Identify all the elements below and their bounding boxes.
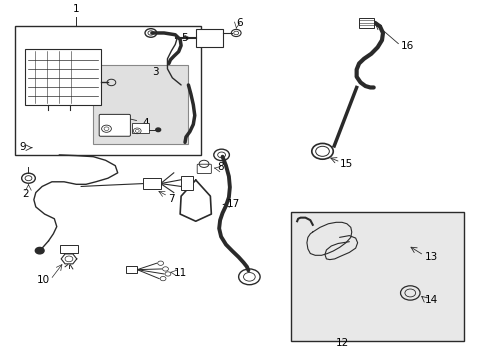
Bar: [181, 176, 193, 190]
Text: 13: 13: [424, 252, 437, 262]
Text: 7: 7: [167, 194, 174, 204]
Bar: [60, 245, 78, 253]
Bar: [358, 18, 373, 28]
Text: 4: 4: [119, 115, 148, 128]
Text: 11: 11: [173, 268, 187, 278]
Bar: [25, 49, 101, 105]
Bar: [125, 266, 137, 273]
Text: 15: 15: [339, 159, 352, 169]
Bar: [195, 29, 222, 47]
FancyBboxPatch shape: [99, 114, 130, 136]
Bar: [290, 212, 463, 341]
Text: 16: 16: [400, 41, 413, 50]
Bar: [132, 123, 149, 134]
Text: 17: 17: [226, 199, 239, 210]
Bar: [143, 178, 160, 189]
Text: 14: 14: [424, 295, 437, 305]
Circle shape: [35, 247, 44, 254]
FancyBboxPatch shape: [197, 164, 211, 174]
Text: 2: 2: [22, 189, 29, 199]
Text: 8: 8: [217, 162, 224, 172]
Text: 12: 12: [335, 338, 348, 348]
Text: 9: 9: [19, 141, 26, 152]
Circle shape: [156, 128, 160, 132]
Bar: [15, 26, 200, 155]
Text: 1: 1: [73, 4, 80, 14]
Text: 10: 10: [36, 275, 49, 285]
Text: 6: 6: [236, 18, 243, 28]
Bar: [93, 65, 188, 144]
Text: 3: 3: [152, 67, 158, 77]
Text: 5: 5: [181, 33, 187, 43]
